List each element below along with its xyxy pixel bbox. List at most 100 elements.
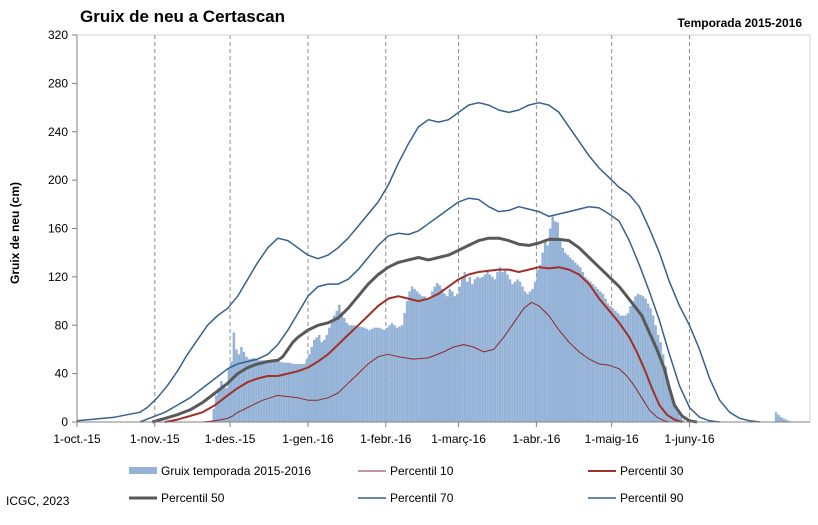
bar-day-121	[380, 328, 384, 422]
bar-day-222	[634, 296, 637, 422]
bar-day-111	[355, 325, 359, 422]
bar-day-156	[468, 276, 472, 422]
bar-day-76	[267, 361, 271, 422]
x-tick-label-4: 1-febr.-16	[360, 432, 412, 446]
bar-day-129	[400, 325, 404, 422]
bar-day-212	[609, 305, 612, 422]
bar-day-185	[541, 252, 544, 422]
bar-day-67	[245, 356, 248, 422]
bar-day-205	[591, 284, 595, 422]
bar-day-74	[262, 360, 266, 422]
bar-day-175	[516, 279, 519, 422]
bar-day-139	[425, 298, 429, 422]
bar-day-216	[619, 315, 622, 422]
bar-day-87	[295, 363, 298, 422]
bar-day-136	[418, 293, 421, 422]
x-tick-label-3: 1-gen.-16	[282, 432, 334, 446]
bar-day-113	[360, 327, 364, 422]
bar-day-69	[250, 358, 253, 422]
bar-day-230	[654, 325, 657, 422]
bar-day-225	[641, 296, 645, 422]
bar-day-55	[215, 395, 218, 422]
bar-day-105	[340, 313, 344, 422]
bar-day-126	[393, 325, 396, 422]
legend: Gruix temporada 2015-2016 Percentil 10 P…	[129, 464, 684, 505]
bar-day-237	[671, 400, 675, 422]
bar-day-150	[453, 296, 457, 422]
bar-day-73	[260, 360, 263, 422]
x-tick-label-5: 1-març-16	[431, 432, 486, 446]
y-axis-label: Gruix de neu (cm)	[8, 182, 22, 284]
bar-day-140	[428, 298, 431, 422]
bar-day-239	[676, 412, 680, 422]
bar-day-238	[674, 405, 677, 422]
bar-day-184	[538, 264, 542, 422]
bar-day-71	[255, 359, 258, 422]
bar-day-89	[300, 363, 303, 422]
bar-day-103	[335, 310, 339, 422]
y-tick-label-160: 160	[48, 222, 68, 236]
bar-day-232	[659, 342, 662, 422]
bar-day-207	[596, 288, 600, 422]
bar-day-280	[779, 417, 783, 422]
legend-swatch-bars	[129, 467, 157, 474]
chart-title: Gruix de neu a Certascan	[80, 7, 285, 26]
bar-day-161	[481, 276, 484, 422]
bar-day-240	[679, 417, 682, 422]
bar-day-114	[363, 327, 366, 422]
bar-day-65	[240, 347, 243, 422]
bar-day-183	[536, 269, 539, 422]
bar-day-163	[486, 272, 489, 422]
x-tick-label-1: 1-nov.-15	[130, 432, 180, 446]
bar-day-56	[217, 388, 221, 422]
bar-day-282	[784, 419, 788, 422]
bar-day-167	[496, 272, 499, 422]
bar-day-186	[543, 240, 547, 422]
bar-day-99	[325, 334, 329, 422]
bar-day-68	[247, 359, 251, 422]
x-tick-label-0: 1-oct.-15	[53, 432, 101, 446]
bar-day-178	[523, 291, 527, 422]
bar-day-151	[456, 293, 459, 422]
bar-day-153	[461, 276, 464, 422]
bar-day-283	[787, 420, 790, 422]
bar-day-131	[405, 301, 409, 422]
bar-day-173	[511, 284, 514, 422]
bar-day-187	[546, 245, 549, 422]
bar-day-213	[611, 308, 615, 422]
bar-day-176	[518, 281, 522, 422]
bar-day-180	[528, 291, 532, 422]
bar-day-168	[498, 267, 502, 422]
bar-day-118	[373, 327, 376, 422]
x-tick-label-2: 1-des.-15	[205, 432, 256, 446]
bar-day-281	[782, 418, 785, 422]
bar-day-179	[526, 293, 529, 422]
bar-day-229	[651, 315, 655, 422]
bar-day-233	[661, 354, 665, 422]
bar-day-158	[473, 279, 477, 422]
legend-label-p30: Percentil 30	[620, 464, 684, 478]
y-tick-label-40: 40	[55, 367, 69, 381]
bar-day-84	[287, 362, 291, 422]
bar-day-88	[297, 363, 301, 422]
bar-day-79	[275, 361, 278, 422]
bar-day-63	[235, 349, 238, 422]
bar-day-215	[616, 313, 620, 422]
bar-day-169	[501, 272, 504, 422]
series-line-percentil-70	[139, 197, 720, 423]
bar-day-115	[365, 328, 369, 422]
bar-day-217	[621, 315, 625, 422]
series-line-percentil-10	[202, 301, 670, 423]
bar-day-199	[576, 264, 580, 422]
bar-day-188	[548, 228, 552, 422]
bar-day-86	[292, 363, 296, 422]
bar-day-201	[581, 272, 585, 422]
bar-day-70	[252, 357, 256, 422]
bar-day-127	[395, 327, 399, 422]
bar-day-117	[370, 328, 374, 422]
bar-day-190	[553, 221, 557, 422]
bar-day-234	[664, 366, 667, 422]
bar-day-211	[606, 303, 610, 422]
bar-day-94	[312, 339, 316, 422]
x-tick-label-8: 1-juny-16	[664, 432, 714, 446]
